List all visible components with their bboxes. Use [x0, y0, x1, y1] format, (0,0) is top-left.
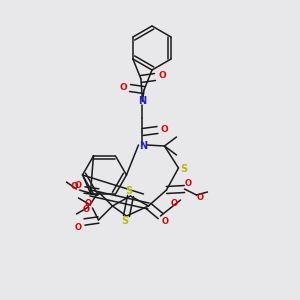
Text: O: O — [158, 71, 166, 80]
Text: S: S — [125, 186, 132, 196]
Text: O: O — [75, 223, 82, 232]
Text: O: O — [75, 181, 82, 190]
Text: O: O — [185, 179, 192, 188]
Text: O: O — [70, 182, 78, 190]
Text: O: O — [162, 217, 169, 226]
Text: N: N — [140, 141, 148, 151]
Text: O: O — [85, 199, 92, 208]
Text: O: O — [197, 194, 204, 202]
Text: O: O — [171, 200, 178, 208]
Text: O: O — [160, 124, 168, 134]
Text: S: S — [121, 216, 128, 226]
Text: O: O — [83, 205, 90, 214]
Text: N: N — [138, 96, 146, 106]
Text: O: O — [119, 82, 127, 91]
Text: S: S — [180, 164, 187, 174]
